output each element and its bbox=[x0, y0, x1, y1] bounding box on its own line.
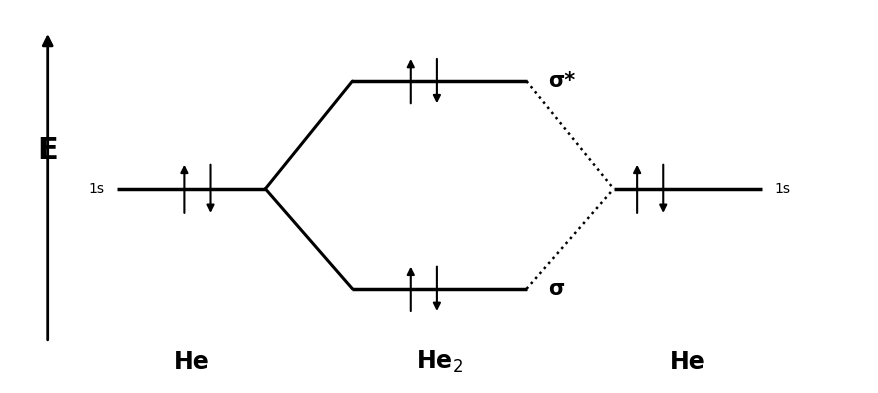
Text: He: He bbox=[173, 350, 209, 374]
Text: E: E bbox=[37, 136, 58, 165]
Text: σ*: σ* bbox=[548, 71, 575, 91]
Text: σ: σ bbox=[548, 279, 564, 299]
Text: He: He bbox=[669, 350, 705, 374]
Text: He$_2$: He$_2$ bbox=[415, 349, 463, 375]
Text: 1s: 1s bbox=[774, 182, 790, 196]
Text: 1s: 1s bbox=[88, 182, 104, 196]
